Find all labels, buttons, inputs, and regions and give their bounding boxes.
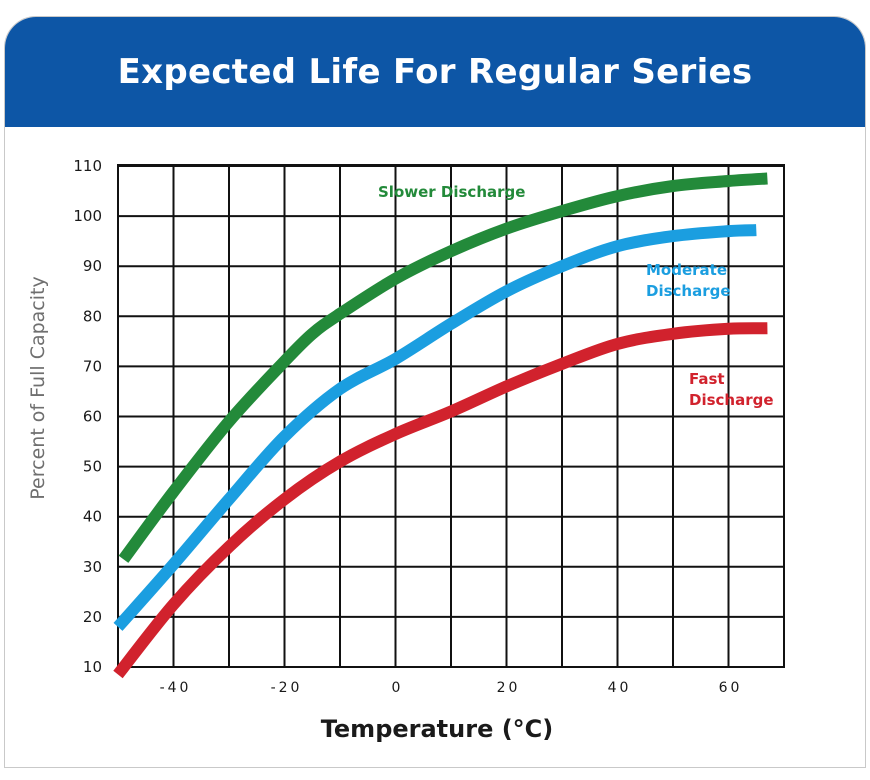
x-tick-label: 40 [608,680,632,696]
plot-frame [117,164,785,668]
series-label-line: Slower Discharge [378,183,525,201]
x-tick-label: -40 [160,680,192,696]
series-label-moderate-discharge: Moderate Discharge [646,261,731,300]
series-label-line: Moderate [646,261,727,279]
series-label-slower-discharge: Slower Discharge [378,183,525,201]
chart-header: Expected Life For Regular Series [5,17,865,127]
y-tick-label: 10 [83,658,102,676]
y-tick-label: 110 [73,157,102,175]
y-tick-label: 60 [83,408,102,426]
y-tick-label: 80 [83,307,102,325]
y-axis-label: Percent of Full Capacity [27,276,49,499]
y-tick-label: 90 [83,257,102,275]
series-label-line: Discharge [646,282,731,300]
series-label-line: Discharge [689,391,774,409]
y-tick-label: 30 [83,558,102,576]
x-tick-label: 0 [392,680,404,696]
series-line-fast-discharge [113,322,768,679]
x-axis-label: Temperature (°C) [321,715,554,743]
x-tick-label: 20 [497,680,521,696]
y-tick-label: 20 [83,608,102,626]
series-label-fast-discharge: Fast Discharge [689,370,774,409]
y-tick-label: 50 [83,458,102,476]
y-tick-label: 100 [73,207,102,225]
chart-axis-ticks: 10 20 30 40 50 60 70 80 90 100 110 -40 -20 0 20 40 60 [73,157,743,696]
series-line-moderate-discharge [113,224,757,631]
x-tick-label: -20 [271,680,303,696]
chart-series-labels: Slower Discharge Moderate Discharge Fast Dis… [378,183,774,409]
series-line-slower-discharge [118,172,768,563]
y-tick-label: 70 [83,357,102,375]
chart-title: Expected Life For Regular Series [117,52,753,92]
x-tick-label: 60 [719,680,743,696]
chart-series-lines [113,172,768,679]
series-label-line: Fast [689,370,725,388]
y-tick-label: 40 [83,508,102,526]
